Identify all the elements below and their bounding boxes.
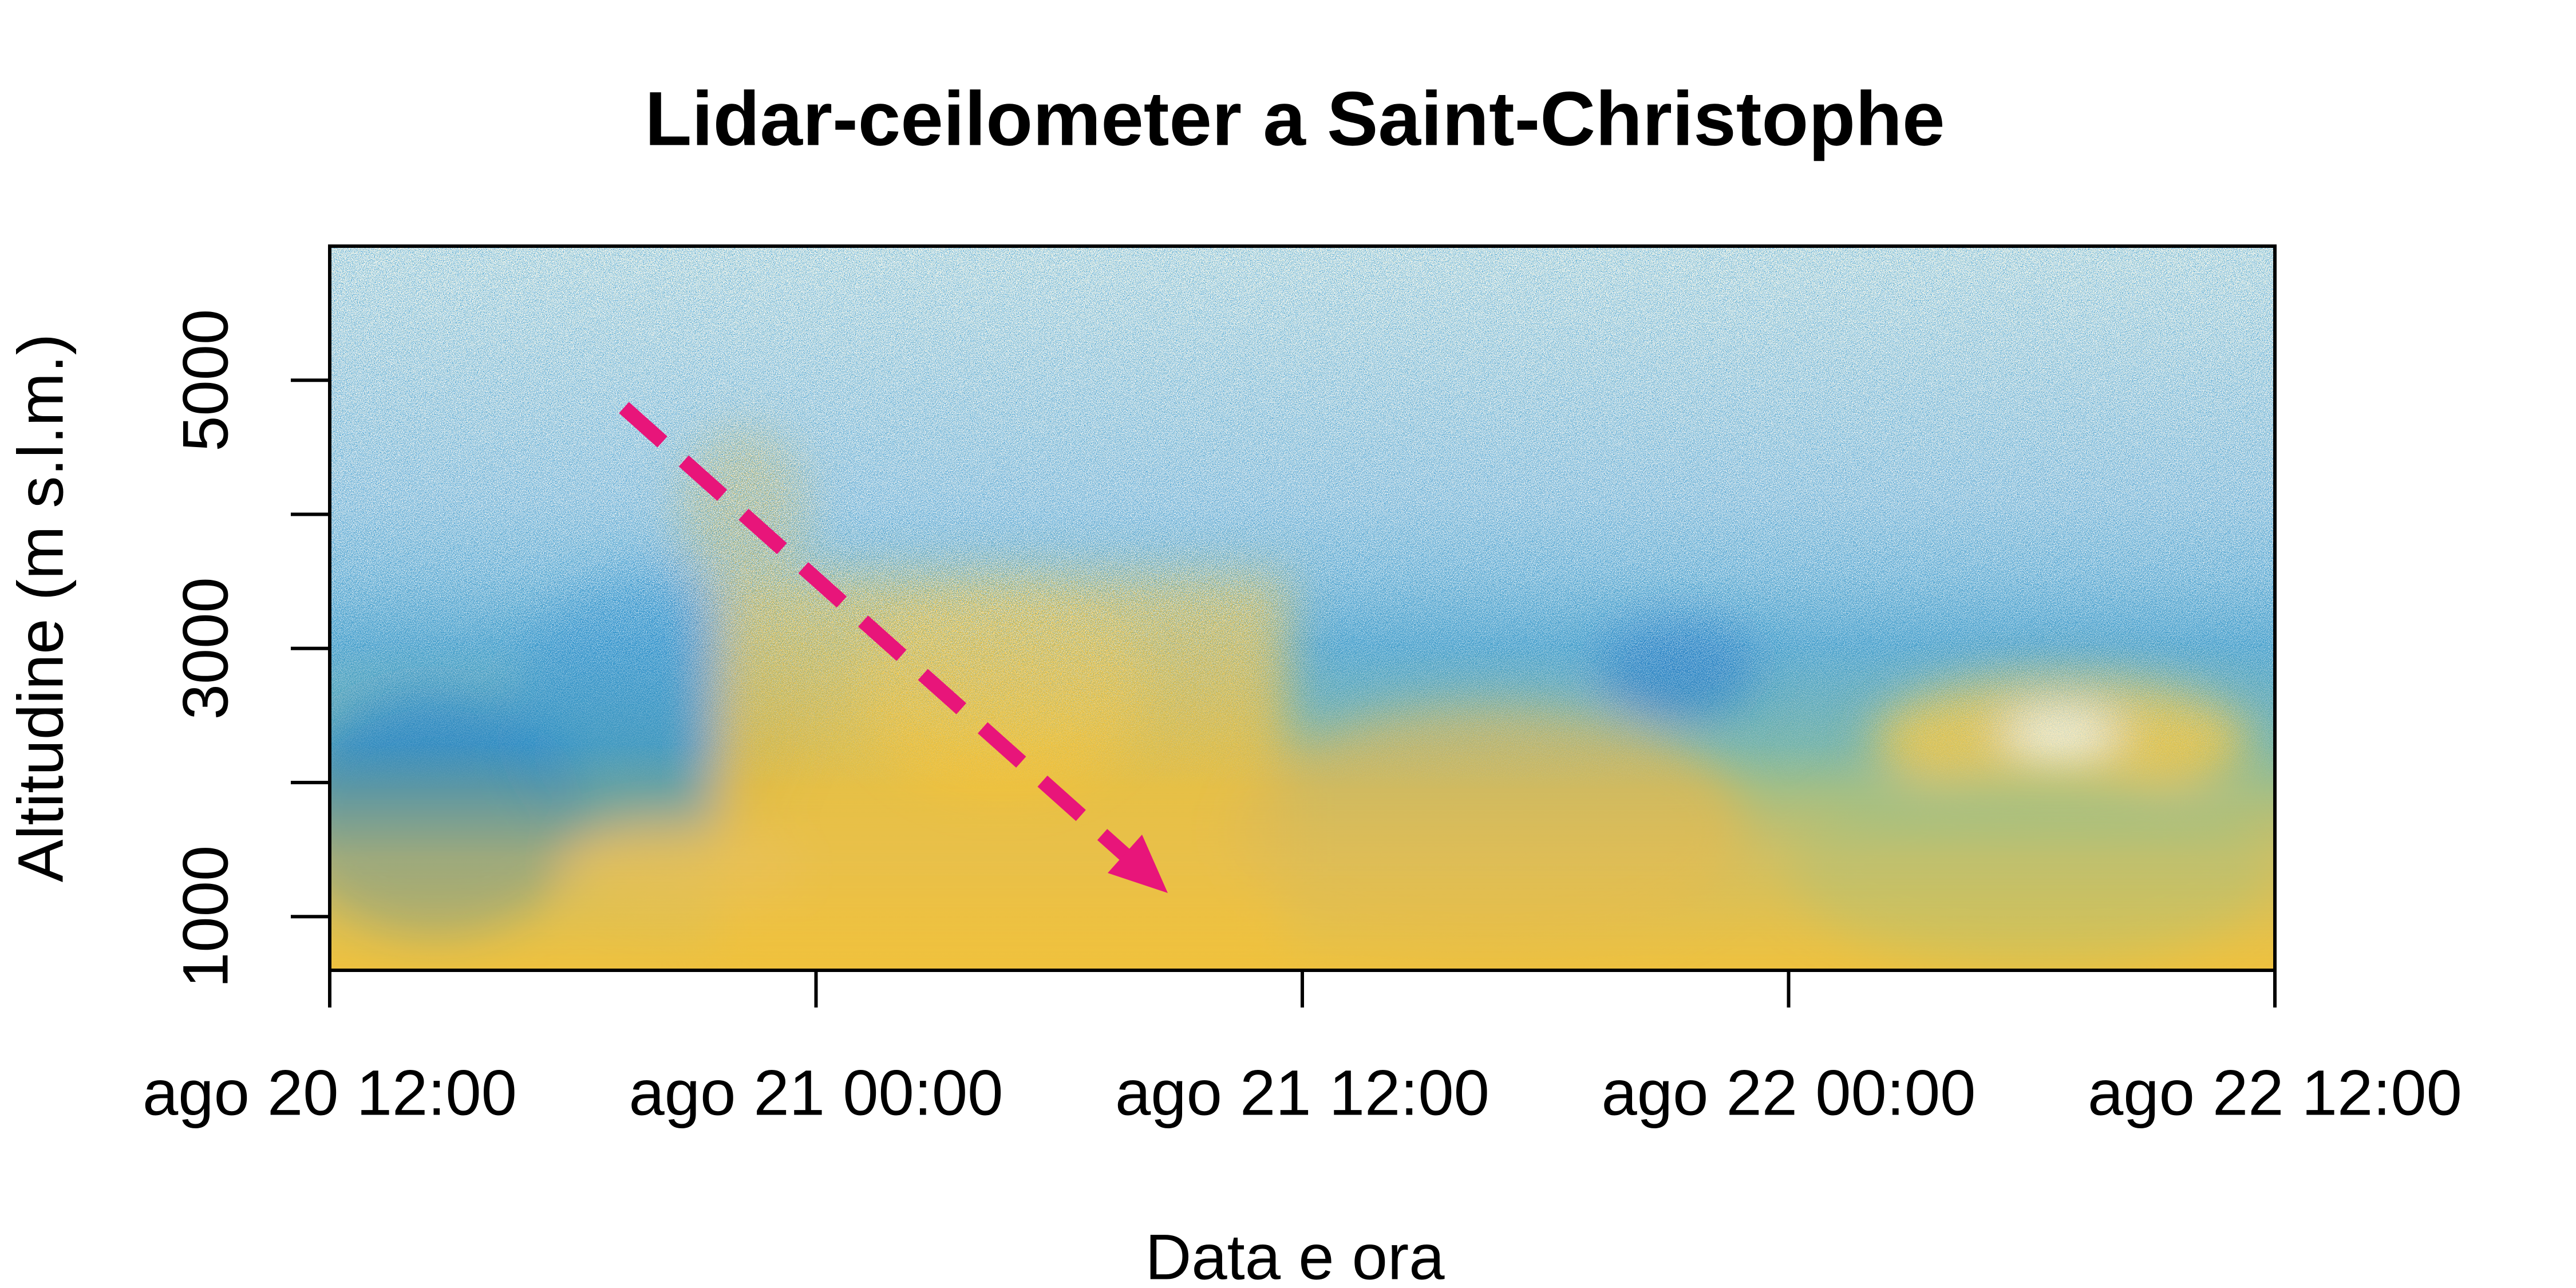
y-tick-label: 3000 xyxy=(170,577,242,720)
x-tick-label: ago 22 00:00 xyxy=(1602,1057,1976,1129)
x-tick-label: ago 22 12:00 xyxy=(2088,1057,2462,1129)
lidar-raster xyxy=(330,246,2275,970)
x-axis-label: Data e ora xyxy=(1145,1222,1445,1288)
x-tick-label: ago 20 12:00 xyxy=(143,1057,517,1129)
chart-title: Lidar-ceilometer a Saint-Christophe xyxy=(645,76,1945,161)
y-axis-label: Altitudine (m s.l.m.) xyxy=(5,334,77,882)
arrow-annotation xyxy=(619,402,1168,893)
y-tick-label: 1000 xyxy=(170,846,242,988)
y-tick-label: 5000 xyxy=(170,309,242,452)
x-tick-label: ago 21 00:00 xyxy=(629,1057,1003,1129)
x-tick-label: ago 21 12:00 xyxy=(1115,1057,1490,1129)
